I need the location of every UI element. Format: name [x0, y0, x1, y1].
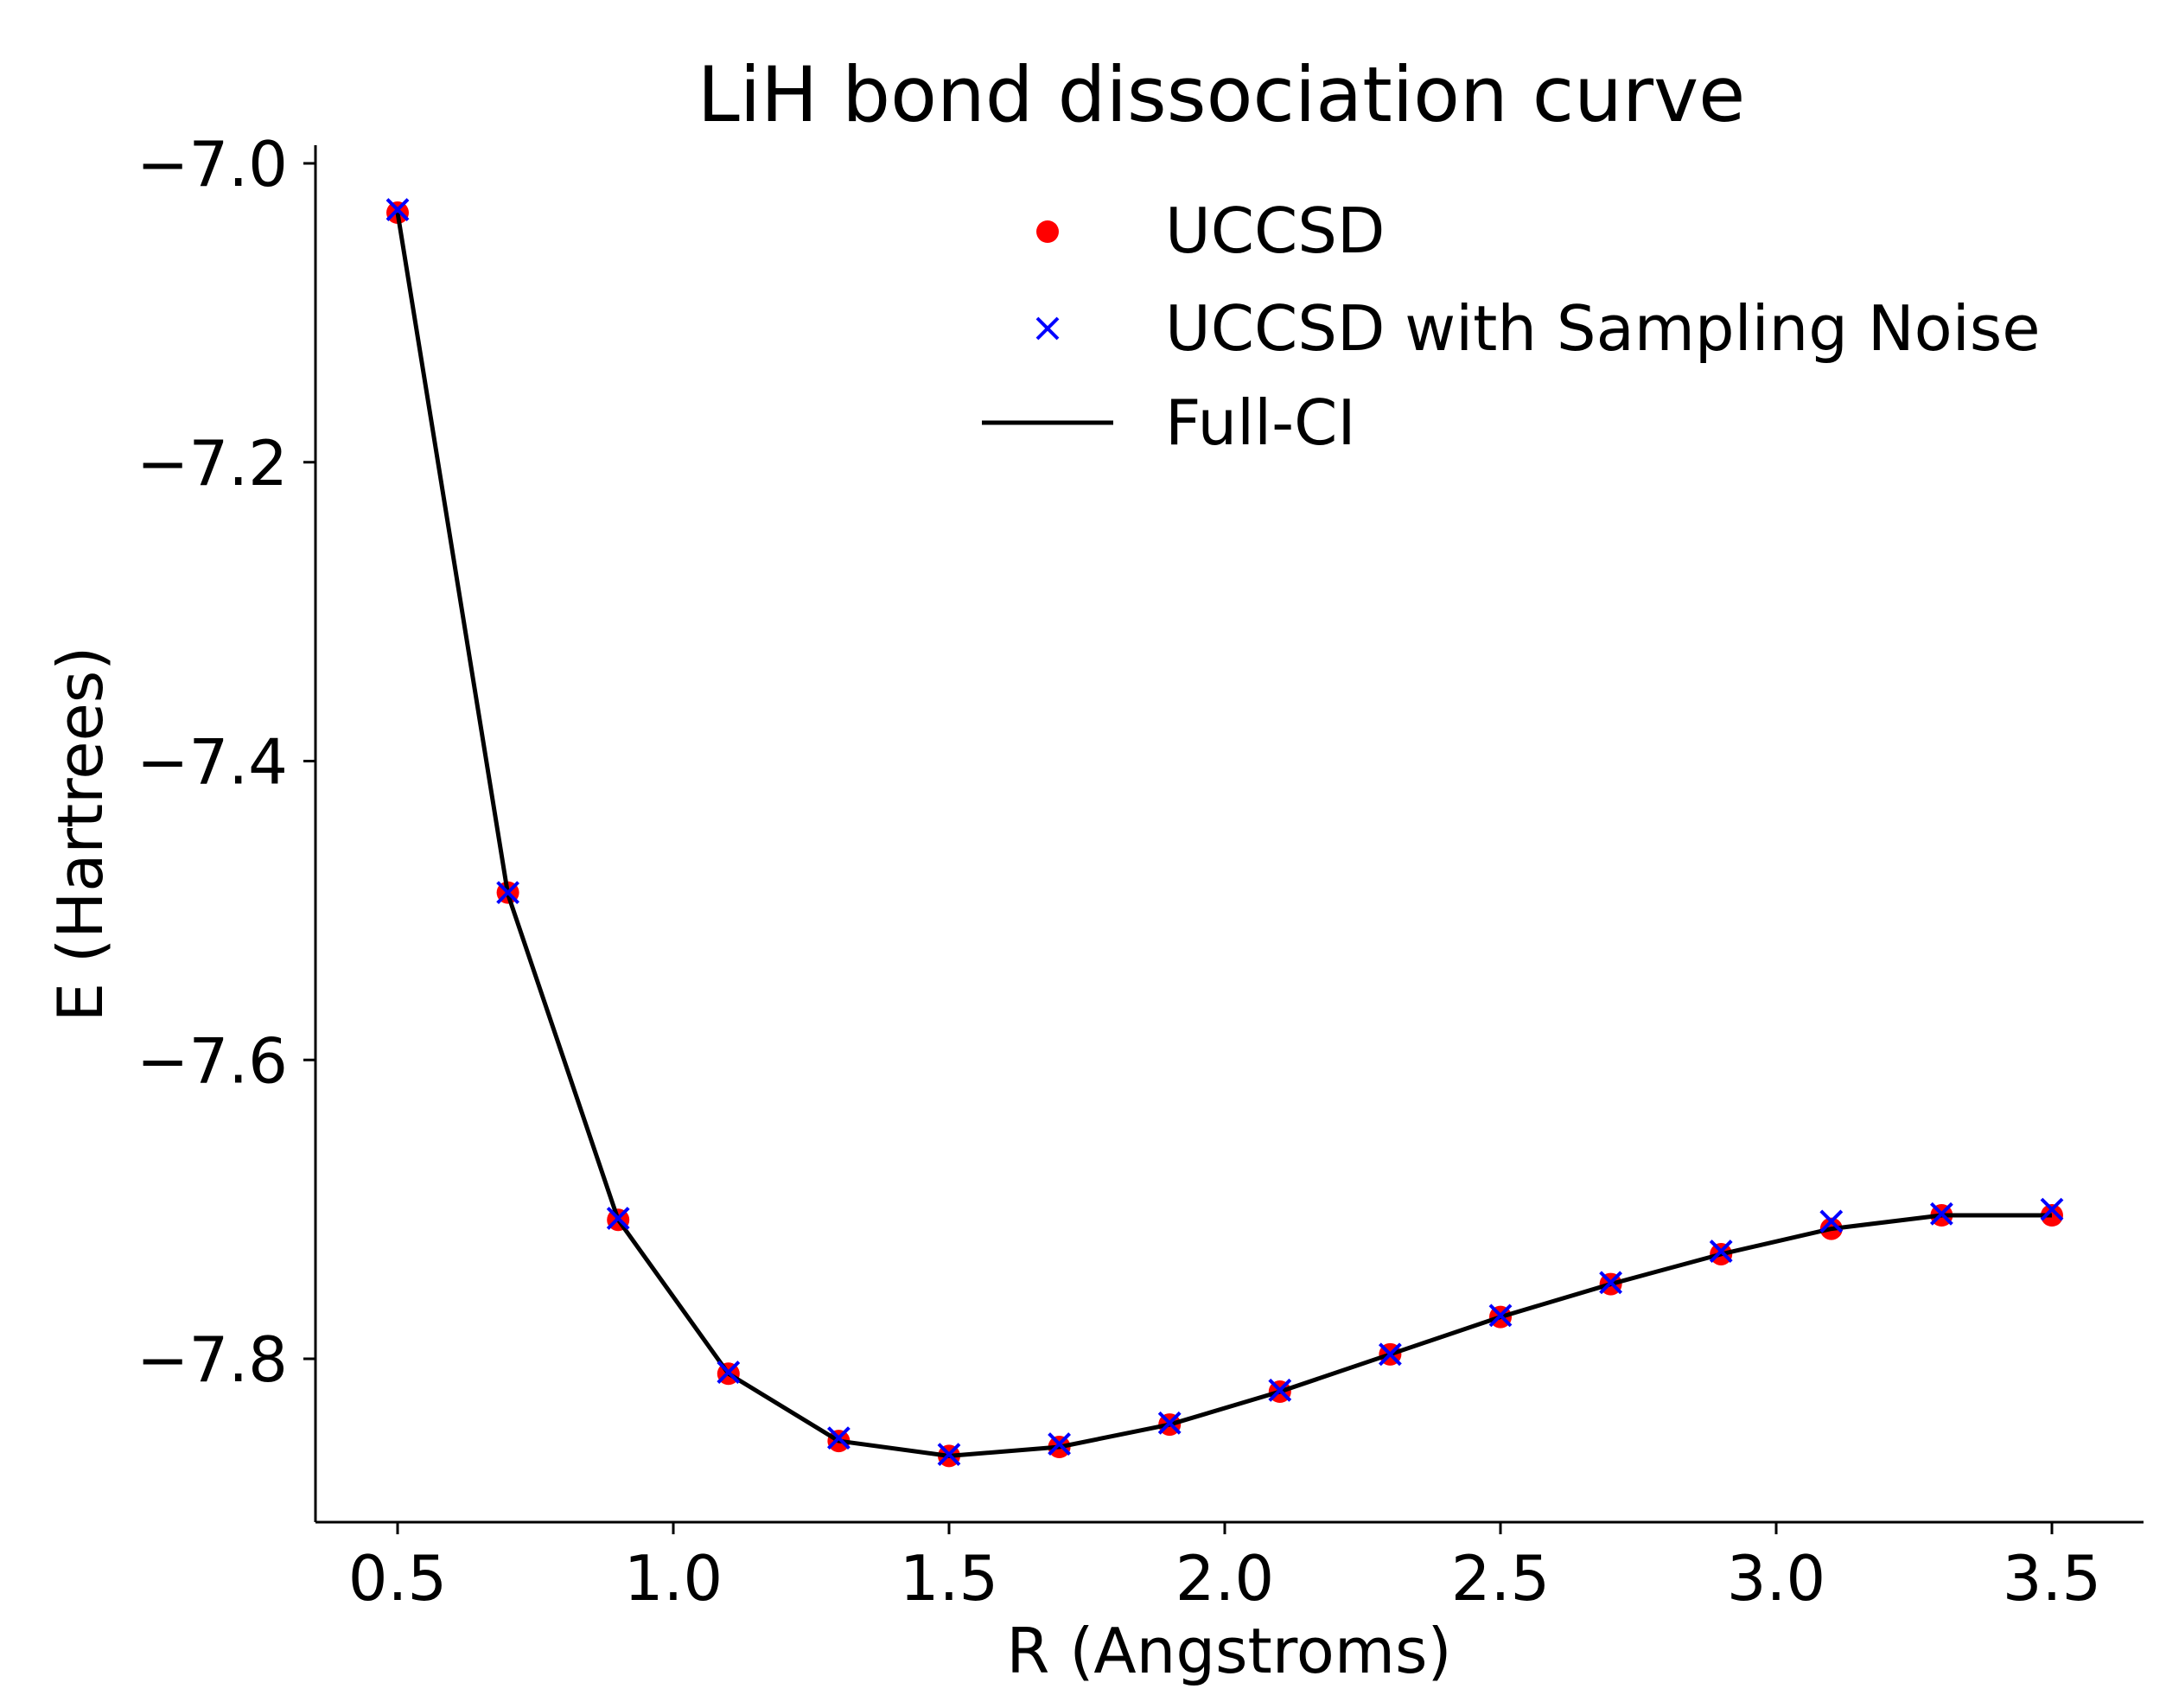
- y-tick-label: −7.2: [137, 427, 288, 500]
- legend-label-uccsd: UCCSD: [1165, 194, 1385, 267]
- full-ci-line: [395, 212, 2052, 1458]
- uccsd-noise-point: [1378, 1342, 1402, 1367]
- y-tick-label: −7.4: [137, 726, 288, 799]
- uccsd-noise-point: [1488, 1303, 1513, 1328]
- y-tick-label: −7.8: [137, 1323, 288, 1396]
- y-tick-label: −7.0: [137, 128, 288, 201]
- legend: UCCSD UCCSD with Sampling Noise Full-CI: [982, 194, 2041, 459]
- y-tick-label: −7.6: [137, 1024, 288, 1097]
- uccsd-noise-point-stroke: [1819, 1209, 1844, 1233]
- uccsd-noise-point-stroke: [1268, 1378, 1292, 1402]
- uccsd-noise-point-stroke: [1048, 1432, 1072, 1456]
- uccsd-noise-point-stroke: [1157, 1411, 1182, 1435]
- uccsd-noise-point: [937, 1443, 961, 1467]
- legend-label-uccsd-noise: UCCSD with Sampling Noise: [1165, 292, 2041, 365]
- legend-label-full-ci: Full-CI: [1165, 386, 1356, 459]
- x-ticks: 0.5 1.0 1.5 2.0 2.5 3.0 3.5: [348, 1522, 2102, 1615]
- uccsd-noise-point: [1048, 1432, 1072, 1456]
- series-uccsd-noise: [385, 198, 2064, 1467]
- x-tick-label: 1.5: [900, 1542, 999, 1615]
- legend-marker-uccsd: [1036, 220, 1059, 243]
- uccsd-noise-point-stroke: [606, 1207, 630, 1230]
- uccsd-noise-point: [826, 1426, 850, 1450]
- uccsd-noise-point-stroke: [385, 198, 410, 222]
- uccsd-noise-point-stroke: [937, 1443, 961, 1467]
- uccsd-noise-point: [496, 881, 520, 905]
- uccsd-noise-point-stroke: [1709, 1240, 1733, 1263]
- x-tick-label: 3.5: [2003, 1542, 2102, 1615]
- uccsd-noise-point: [1268, 1378, 1292, 1402]
- uccsd-noise-point-stroke: [717, 1361, 741, 1384]
- uccsd-noise-point-stroke: [496, 881, 520, 905]
- uccsd-noise-point-stroke: [826, 1426, 850, 1450]
- uccsd-noise-point-stroke: [1929, 1201, 1953, 1226]
- x-tick-label: 1.0: [624, 1542, 723, 1615]
- y-ticks: −7.0 −7.2 −7.4 −7.6 −7.8: [137, 128, 315, 1396]
- uccsd-noise-point: [606, 1207, 630, 1230]
- uccsd-noise-point: [1929, 1201, 1953, 1226]
- chart-title: LiH bond dissociation curve: [698, 50, 1746, 139]
- uccsd-noise-point: [1819, 1209, 1844, 1233]
- uccsd-noise-point: [717, 1361, 741, 1384]
- x-axis-label: R (Angstroms): [1006, 1615, 1451, 1687]
- uccsd-noise-point-stroke: [1599, 1271, 1623, 1295]
- uccsd-noise-point-stroke: [2040, 1197, 2064, 1221]
- x-tick-label: 2.0: [1175, 1542, 1275, 1615]
- uccsd-noise-point: [1157, 1411, 1182, 1435]
- x-tick-label: 0.5: [348, 1542, 448, 1615]
- x-tick-label: 3.0: [1727, 1542, 1826, 1615]
- y-axis-label: E (Hartrees): [44, 647, 117, 1023]
- uccsd-noise-point: [1709, 1240, 1733, 1263]
- uccsd-noise-point: [1599, 1271, 1623, 1295]
- plot-area: [385, 198, 2064, 1468]
- uccsd-noise-point: [2040, 1197, 2064, 1221]
- uccsd-noise-point: [385, 198, 410, 222]
- uccsd-noise-point-stroke: [1488, 1303, 1513, 1328]
- uccsd-noise-point-stroke: [1378, 1342, 1402, 1367]
- legend-marker-uccsd-noise: [1035, 316, 1060, 341]
- x-tick-label: 2.5: [1451, 1542, 1551, 1615]
